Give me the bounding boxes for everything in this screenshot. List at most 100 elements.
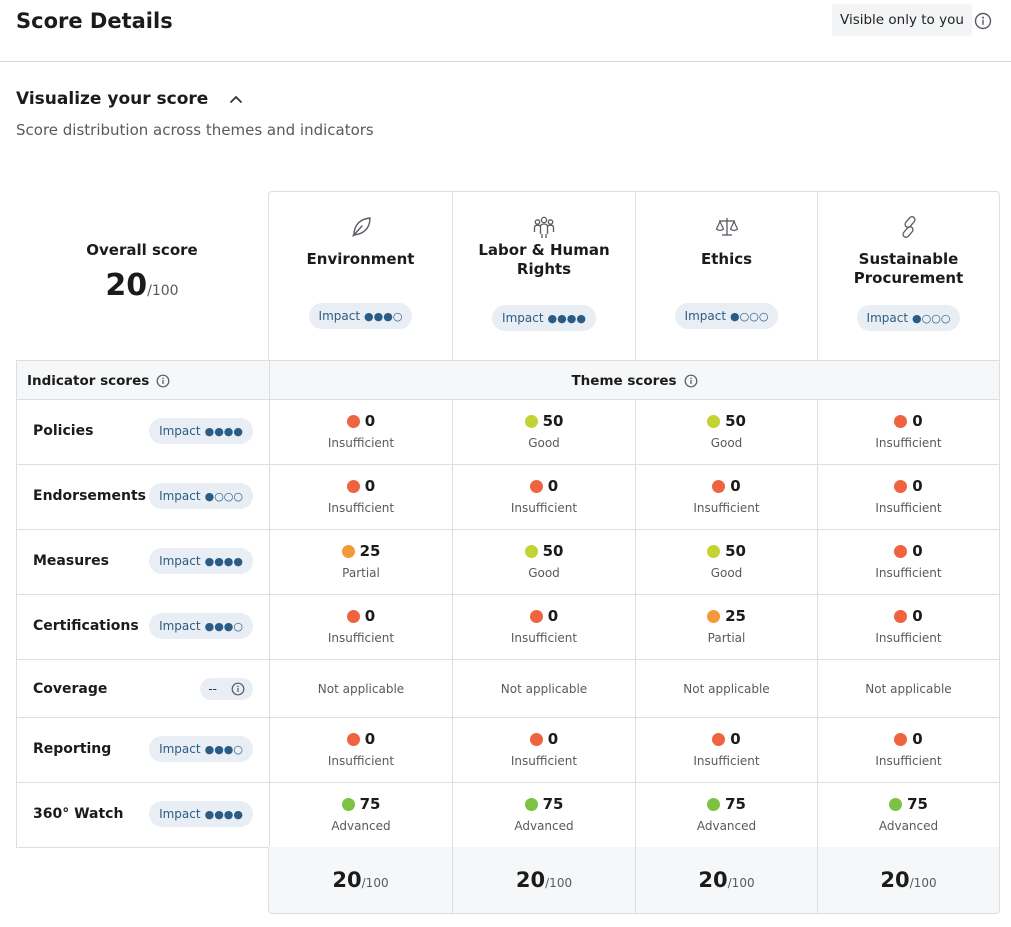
score-status: Insufficient [693, 501, 760, 515]
status-dot-icon [894, 609, 908, 623]
score-value-line: 0 [818, 412, 999, 430]
score-value-line: 0 [270, 477, 452, 495]
status-dot-icon [712, 732, 726, 746]
status-dot-icon [889, 797, 903, 811]
score-cell: 0 Insufficient [452, 718, 635, 783]
score-value-line: 75 [270, 795, 452, 813]
score-status: Good [528, 566, 560, 580]
score-value: 25 [359, 542, 381, 560]
impact-dots: ●●●● [204, 554, 243, 568]
status-dot-icon [894, 732, 908, 746]
impact-dots: ●○○○ [730, 309, 769, 323]
score-value: 75 [359, 795, 381, 813]
theme-column-environment: Environment Impact ●●●○ [269, 192, 452, 361]
score-status: Insufficient [510, 754, 578, 768]
scales-icon [714, 214, 740, 240]
score-value-line: 0 [818, 477, 999, 495]
overall-score-label: Overall score [86, 241, 198, 259]
score-cell: 50 Good [635, 400, 817, 465]
indicator-name: Certifications [33, 618, 139, 634]
score-value-line: 0 [453, 607, 635, 625]
theme-total-value: 20 [880, 868, 910, 892]
status-dot-icon [524, 414, 538, 428]
theme-name: Ethics [700, 250, 753, 268]
score-value-line: 0 [270, 730, 452, 748]
status-dot-icon [524, 544, 538, 558]
impact-dots: ●●●○ [364, 309, 403, 323]
status-dot-icon [712, 479, 726, 493]
score-status: Good [710, 566, 743, 580]
status-dot-icon [529, 732, 543, 746]
theme-total-value: 20 [515, 868, 546, 892]
impact-badge: Impact ●●●○ [149, 613, 253, 639]
score-value-line: 0 [270, 607, 452, 625]
section-header[interactable]: Visualize your score [16, 89, 246, 109]
score-status: Insufficient [875, 754, 942, 768]
impact-badge: Impact ●●●● [149, 418, 253, 444]
score-cell: 0 Insufficient [269, 718, 452, 783]
score-cell: 25 Partial [635, 595, 817, 660]
status-dot-icon [346, 414, 360, 428]
people-icon [531, 214, 557, 240]
score-status: Insufficient [875, 631, 942, 645]
table-row: Reporting Impact ●●●○ 0 Insufficient 0 Insuffi… [17, 718, 999, 783]
score-status: Good [528, 436, 560, 450]
info-icon[interactable] [974, 12, 992, 34]
score-value: 0 [364, 607, 376, 625]
score-status: Insufficient [875, 501, 942, 515]
score-value: 0 [912, 730, 923, 748]
overall-score-max: /100 [147, 283, 179, 299]
impact-badge: Impact ●○○○ [149, 483, 253, 509]
impact-badge: Impact ●●●● [149, 548, 253, 574]
table-row: Policies Impact ●●●● 0 Insufficient 50 Good 50 G… [17, 400, 999, 465]
score-cell: 0 Insufficient [269, 595, 452, 660]
score-cell: 0 Insufficient [817, 530, 999, 595]
score-value: 0 [547, 607, 559, 625]
impact-label: Impact [159, 742, 201, 756]
info-icon[interactable] [231, 682, 245, 696]
indicator-name: Coverage [33, 681, 108, 697]
status-dot-icon [894, 544, 908, 558]
impact-badge: Impact ●○○○ [856, 305, 961, 331]
score-cell: 0 Insufficient [817, 465, 999, 530]
status-dot-icon [529, 479, 543, 493]
score-value: 50 [725, 412, 746, 430]
impact-label: Impact [502, 311, 544, 325]
score-value-line: 25 [270, 542, 452, 560]
score-value-line: 25 [636, 607, 817, 625]
status-dot-icon [341, 797, 355, 811]
score-value-line: 75 [818, 795, 999, 813]
chevron-up-icon[interactable] [226, 89, 246, 109]
score-value: 50 [542, 412, 564, 430]
impact-label: Impact [159, 489, 201, 503]
status-dot-icon [707, 609, 721, 623]
score-status: Insufficient [327, 436, 395, 450]
page-header: Score Details Visible only to you [0, 0, 1011, 62]
table-row: Measures Impact ●●●● 25 Partial 50 Good 50 Good 0… [17, 530, 999, 595]
score-value: 0 [912, 607, 923, 625]
score-cell: 0 Insufficient [817, 595, 999, 660]
link-icon [896, 214, 922, 240]
status-dot-icon [346, 479, 360, 493]
impact-dots: ●●●● [547, 311, 586, 325]
score-cell: 25 Partial [269, 530, 452, 595]
theme-total-max: /100 [545, 875, 573, 890]
info-icon[interactable] [156, 374, 170, 388]
info-icon[interactable] [684, 374, 698, 388]
status-dot-icon [346, 609, 360, 623]
table-header-row: Indicator scores Theme scores [17, 361, 999, 400]
not-applicable-text: Not applicable [500, 682, 588, 696]
score-cell: 50 Good [452, 400, 635, 465]
theme-name: Labor & Human Rights [478, 241, 610, 278]
score-value: 0 [364, 412, 376, 430]
theme-column-sustainable-procurement: Sustainable Procurement Impact ●○○○ [817, 192, 999, 361]
score-cell: 75 Advanced [817, 783, 999, 848]
impact-label: Impact [159, 619, 201, 633]
status-dot-icon [346, 732, 360, 746]
coverage-badge: -- [200, 678, 253, 700]
score-cell: 0 Insufficient [817, 400, 999, 465]
score-value-line: 0 [818, 730, 999, 748]
section-subtitle: Score distribution across themes and ind… [16, 121, 374, 139]
score-status: Insufficient [510, 631, 578, 645]
theme-total-score: 20/100 [635, 847, 817, 913]
